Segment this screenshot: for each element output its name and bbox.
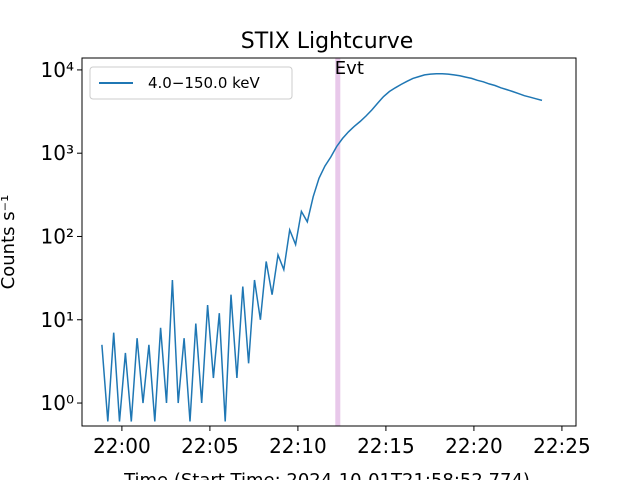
x-tick-label: 22:25 — [533, 434, 591, 458]
event-band — [335, 58, 341, 426]
legend: 4.0−150.0 keV — [89, 66, 293, 100]
y-tick-label: 10¹ — [41, 308, 74, 332]
legend-label: 4.0−150.0 keV — [148, 74, 261, 92]
data-line — [101, 72, 543, 422]
x-tick-label: 22:20 — [445, 434, 503, 458]
y-tick-label: 10³ — [41, 141, 74, 165]
x-tick-label: 22:10 — [269, 434, 327, 458]
legend-box — [89, 66, 293, 100]
x-tick-label: 22:15 — [357, 434, 415, 458]
chart-title: STIX Lightcurve — [241, 29, 414, 54]
event-label: Evt — [335, 58, 364, 79]
x-axis-label: Time (Start Time: 2024-10-01T21:58:52.77… — [123, 470, 530, 480]
x-tick-label: 22:05 — [181, 434, 239, 458]
y-axis-label: Counts s⁻¹ — [0, 195, 19, 290]
plot-frame — [81, 57, 577, 427]
y-tick-label: 10⁰ — [41, 391, 74, 415]
x-tick-label: 22:00 — [93, 434, 151, 458]
y-tick-label: 10² — [41, 224, 74, 248]
y-tick-label: 10⁴ — [41, 58, 74, 82]
